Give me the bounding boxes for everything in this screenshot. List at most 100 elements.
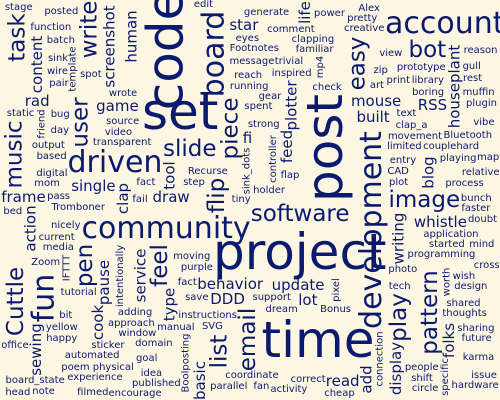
word-dream: dream bbox=[265, 303, 298, 315]
word-life: life bbox=[295, 1, 314, 25]
word-static: static bbox=[6, 108, 35, 120]
word-reason: reason bbox=[463, 44, 498, 56]
word-human: human bbox=[122, 10, 141, 63]
word-content: content bbox=[27, 36, 46, 94]
word-prototype: prototype bbox=[396, 62, 446, 74]
word-community: community bbox=[81, 211, 251, 246]
word-entry: entry bbox=[389, 154, 417, 166]
word-specific: specific bbox=[439, 358, 451, 397]
word-spot: spot bbox=[80, 69, 102, 81]
word-bunch: bunch bbox=[460, 192, 492, 204]
word-cross: cross bbox=[473, 260, 500, 272]
word-writing: writing bbox=[389, 212, 408, 265]
word-save: save bbox=[185, 291, 209, 303]
word-day: day bbox=[50, 124, 70, 136]
word-output: output bbox=[31, 139, 65, 151]
word-holder: holder bbox=[253, 185, 285, 197]
word-feel: feel bbox=[146, 244, 173, 287]
word-source: source bbox=[106, 115, 140, 127]
word-playing: playing bbox=[439, 152, 477, 164]
word-eyes: eyes bbox=[235, 32, 260, 44]
word-task: task bbox=[4, 12, 31, 62]
word-future: future bbox=[461, 333, 492, 345]
word-design: design bbox=[454, 281, 488, 293]
word-rad: rad bbox=[24, 91, 50, 110]
word-mp4: mp4 bbox=[315, 55, 327, 79]
word-post: post bbox=[295, 94, 354, 202]
word-footnotes: Footnotes bbox=[229, 43, 279, 55]
word-issue: issue bbox=[471, 369, 497, 381]
word-star: star bbox=[229, 16, 259, 35]
word-code: code bbox=[135, 0, 194, 111]
word-clapping: clapping bbox=[291, 33, 335, 45]
word-fi: fi bbox=[242, 129, 253, 148]
word-approach: approach bbox=[107, 317, 155, 329]
word-nicely: nicely bbox=[51, 220, 81, 232]
word-board: board bbox=[195, 10, 231, 98]
word-purple: purple bbox=[180, 261, 213, 273]
word-digital: digital bbox=[36, 167, 68, 179]
word-update: update bbox=[271, 275, 325, 294]
word-whistle: whistle bbox=[413, 212, 467, 231]
word-folks: folks bbox=[440, 322, 459, 358]
word-fact: fact bbox=[177, 276, 197, 288]
word-account: account bbox=[385, 6, 500, 41]
word-window: window bbox=[118, 327, 157, 339]
word-batch: batch bbox=[46, 35, 75, 47]
word-read: read bbox=[325, 371, 360, 390]
word-driven: driven bbox=[67, 145, 163, 180]
word-idea: idea bbox=[140, 367, 163, 379]
word-plugin: plugin bbox=[466, 97, 497, 109]
word-sharing: sharing bbox=[457, 323, 495, 335]
word-view: view bbox=[379, 48, 403, 60]
word-karma: karma bbox=[462, 351, 495, 363]
word-bluetooth: Bluetooth bbox=[443, 130, 493, 141]
word-tool: tool bbox=[161, 160, 180, 190]
word-encourage: encourage bbox=[108, 388, 162, 400]
word-gear: gear bbox=[258, 90, 282, 102]
word-clap-a: clap_a bbox=[395, 120, 428, 132]
word-bed: bed bbox=[3, 205, 23, 217]
word-recurse: Recurse bbox=[187, 166, 228, 178]
word-muffin: muffin bbox=[462, 87, 495, 99]
word-service: service bbox=[131, 248, 150, 303]
word-houseplant: houseplant bbox=[445, 45, 464, 129]
word-shift: shift bbox=[411, 372, 433, 384]
word-couplehard: couplehard bbox=[423, 141, 480, 153]
word-tutorial: tutorial bbox=[60, 287, 97, 299]
word-project: project bbox=[213, 223, 387, 281]
word-cuttle: Cuttle bbox=[3, 267, 30, 337]
word-stage: stage bbox=[4, 1, 33, 13]
word-automated: automated bbox=[64, 349, 120, 361]
word-pixel: pixel bbox=[330, 278, 342, 303]
word-feed: feed bbox=[278, 130, 297, 164]
word-lot: lot bbox=[298, 291, 318, 310]
word-physical: physical bbox=[92, 362, 134, 374]
word-type: type bbox=[159, 287, 178, 321]
word-note: note bbox=[32, 385, 55, 397]
word-bug: bug bbox=[50, 108, 70, 120]
word-vibe: vibe bbox=[473, 116, 495, 128]
word-thoughts: thoughts bbox=[442, 307, 487, 319]
word-hardware: hardware bbox=[451, 379, 499, 391]
word-fun: fun bbox=[25, 273, 61, 323]
word-goal: goal bbox=[135, 353, 158, 365]
word-svg: SVG bbox=[201, 321, 223, 333]
word-pattern: pattern bbox=[416, 270, 443, 355]
word-gull: gull bbox=[462, 61, 481, 73]
word-alex: Alex bbox=[358, 2, 380, 14]
word-time: time bbox=[261, 311, 375, 369]
word-set: set bbox=[142, 83, 219, 141]
word-programming: programming bbox=[407, 249, 476, 261]
word-running: running bbox=[229, 80, 269, 92]
word-cheap: cheap bbox=[324, 388, 355, 400]
word-sink-dots: sink_dots bbox=[241, 147, 253, 194]
word-yellow: yellow bbox=[45, 322, 78, 334]
word-wish: wish bbox=[452, 270, 476, 282]
word-power: power bbox=[314, 7, 345, 19]
word-sewing: sewing bbox=[26, 322, 45, 376]
word-ifttt: IFTTT bbox=[61, 254, 73, 282]
word-generate: generate bbox=[243, 6, 290, 18]
word-play: play bbox=[385, 292, 412, 342]
word-cad: CAD bbox=[387, 166, 409, 178]
